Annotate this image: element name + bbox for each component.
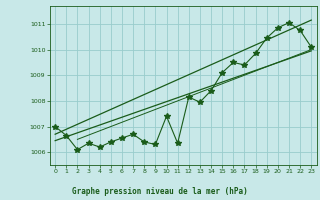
Text: Graphe pression niveau de la mer (hPa): Graphe pression niveau de la mer (hPa) — [72, 187, 248, 196]
